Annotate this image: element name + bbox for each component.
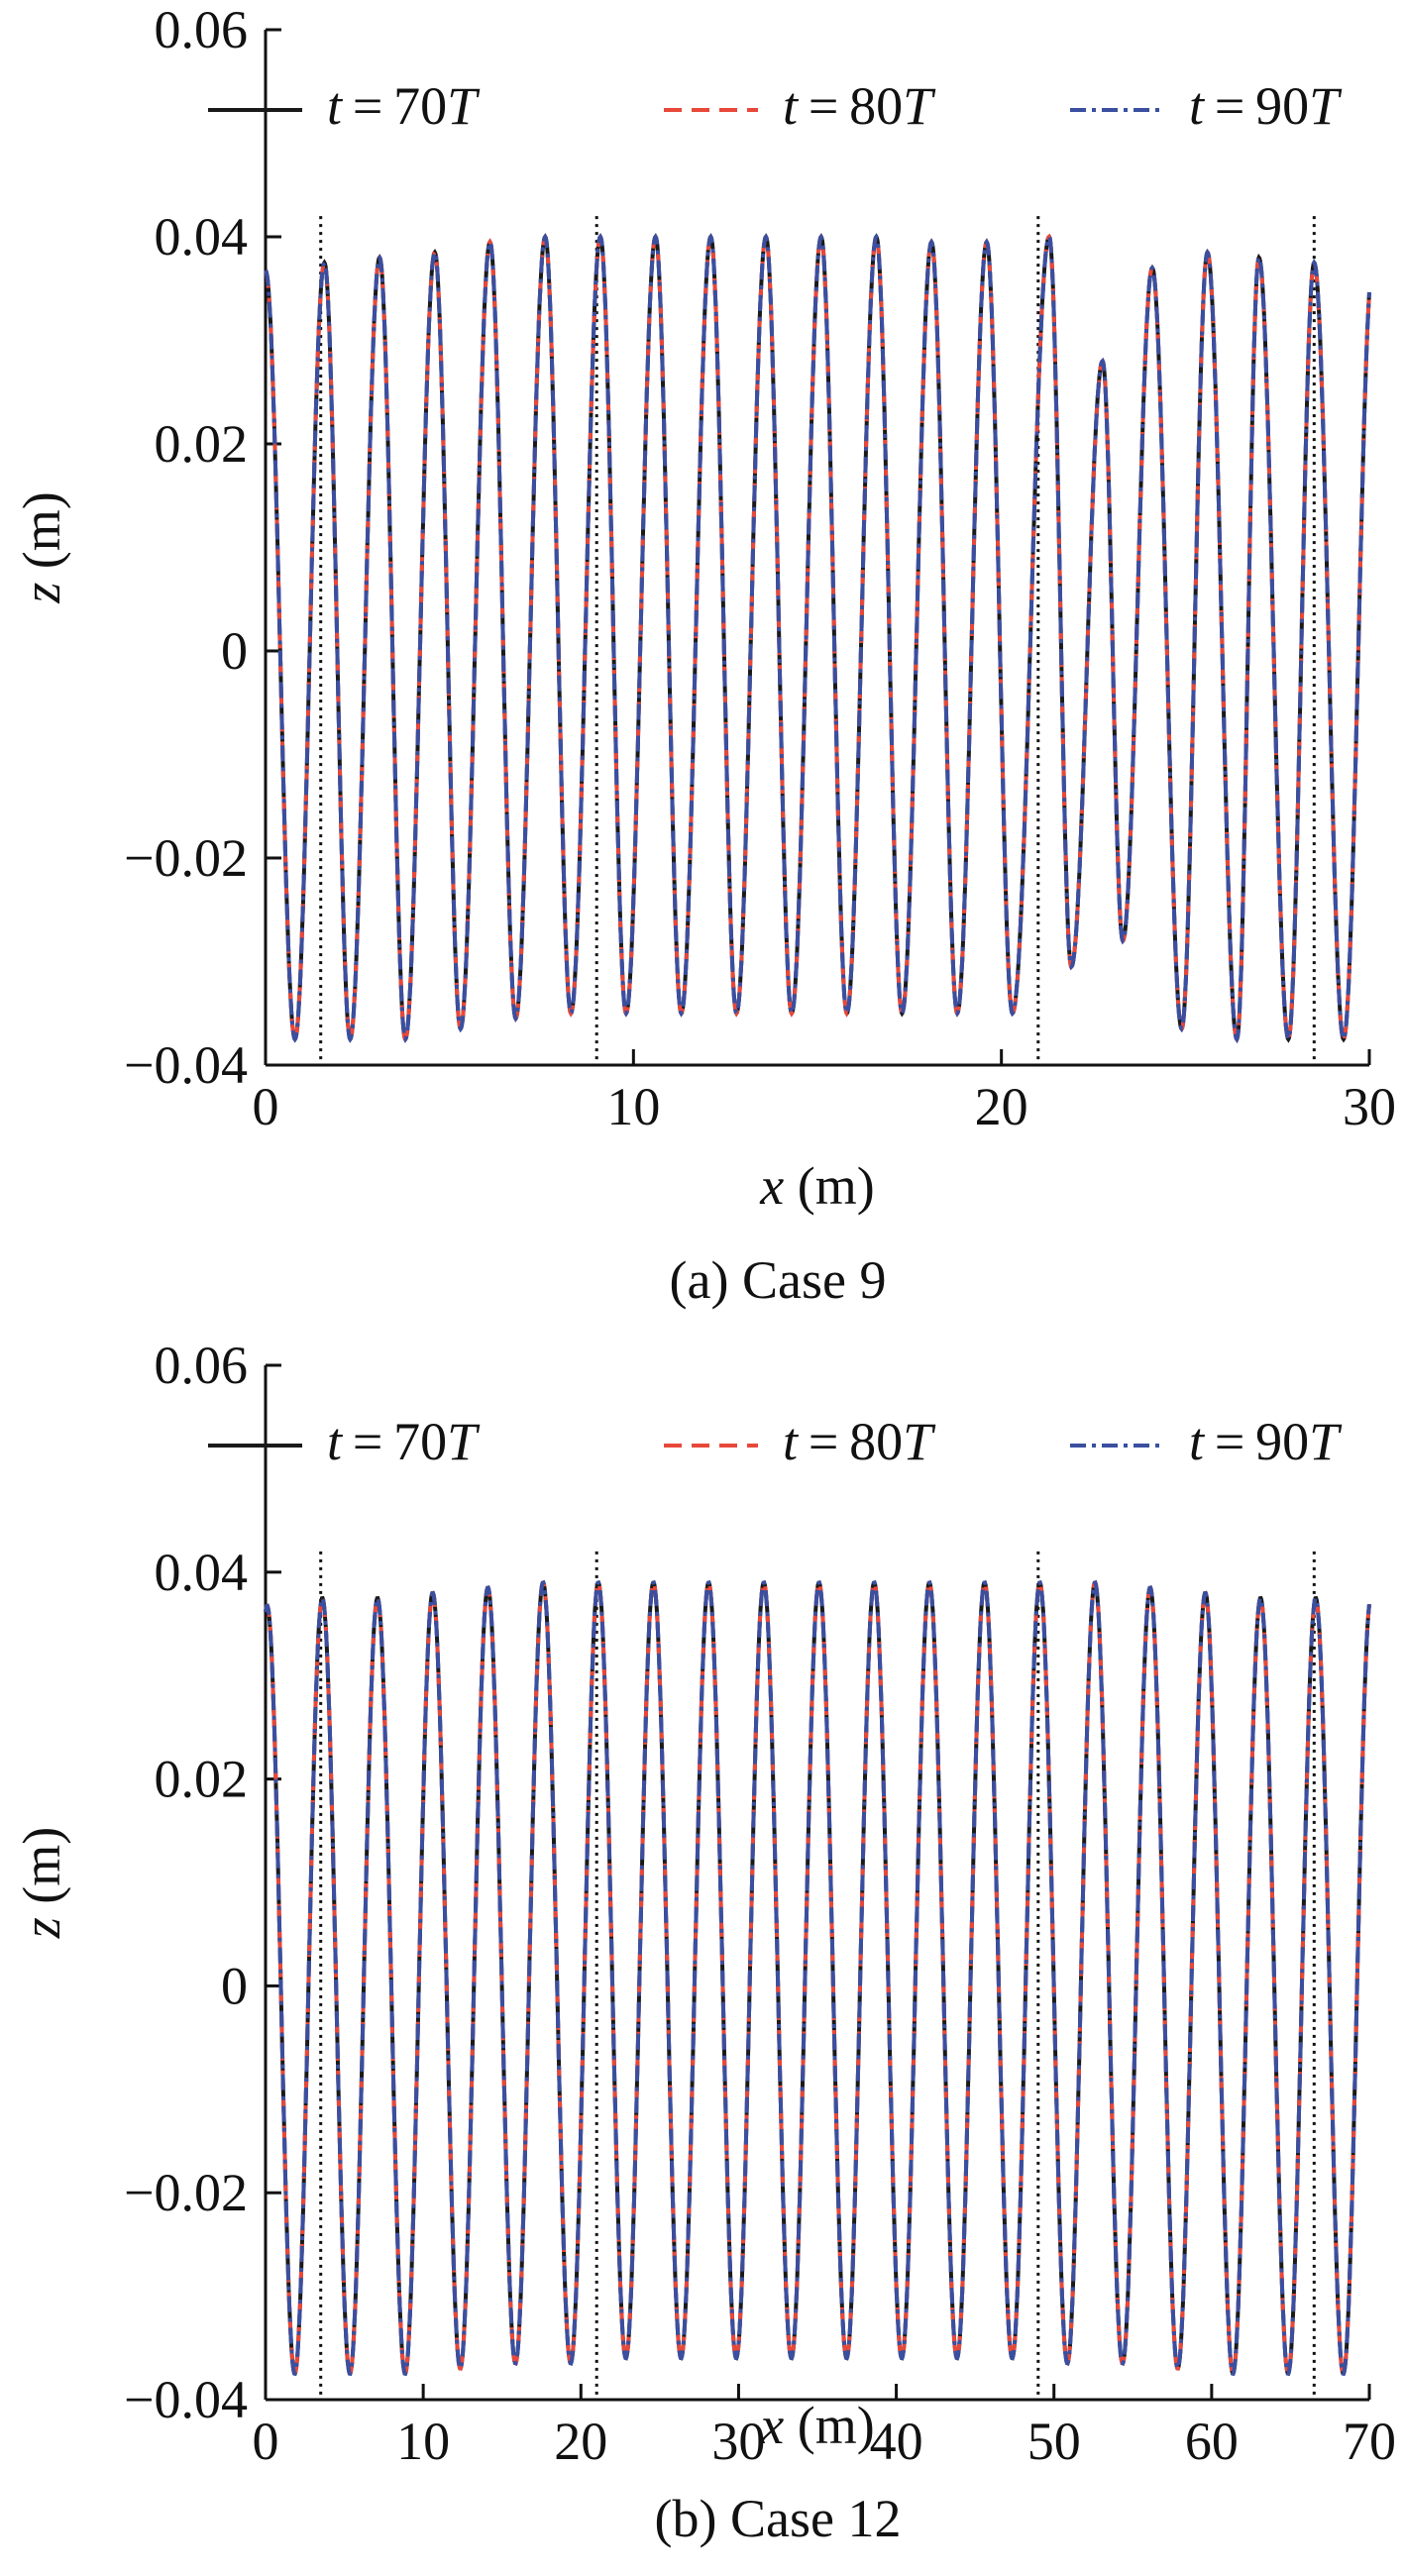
series-line-90T: [264, 233, 1371, 1044]
legend-label-num: 90: [1255, 76, 1309, 136]
legend-label-var: t: [783, 76, 800, 136]
panel-caption: (b) Case 12: [655, 2489, 902, 2548]
legend-label-var: t: [327, 76, 344, 136]
x-tick-label: 0: [253, 2412, 279, 2471]
x-axis-label-unit: (m): [784, 2396, 874, 2455]
legend-label-unit: T: [447, 76, 481, 136]
x-axis-label: x (m): [759, 2396, 874, 2455]
y-tick-label: −0.02: [124, 828, 248, 888]
legend-label-num: 80: [849, 76, 903, 136]
series-line-70T: [264, 233, 1371, 1044]
legend-label-var: t: [1189, 76, 1206, 136]
legend-label-eq: =: [1204, 1412, 1255, 1471]
y-axis-label-unit: (m): [12, 1827, 71, 1917]
series-line-70T: [264, 1579, 1371, 2376]
legend-label-unit: T: [903, 1412, 936, 1471]
legend-label: t = 80T: [783, 76, 936, 136]
x-axis-label-var: x: [759, 1156, 784, 1216]
chart-panel-case-12: −0.04 −0.02 0 0.02 0.04 0.06 0 10 20 30 40 50 60 70 x …: [12, 1336, 1396, 2548]
series-line-90T: [264, 1579, 1371, 2376]
legend-label-num: 70: [393, 76, 447, 136]
legend-label: t = 70T: [327, 1412, 481, 1471]
legend-label-unit: T: [447, 1412, 481, 1471]
x-tick-label: 60: [1185, 2412, 1239, 2471]
y-tick-label: 0.04: [155, 1543, 249, 1602]
legend-label-var: t: [783, 1412, 800, 1471]
x-tick-label: 10: [606, 1077, 660, 1136]
y-axis-label-var: z: [12, 583, 71, 604]
legend-label: t = 70T: [327, 76, 481, 136]
x-tick-label: 0: [253, 1077, 279, 1136]
y-axis-label-unit: (m): [12, 491, 71, 582]
series-line-80T: [264, 1579, 1371, 2376]
y-tick-label: 0.04: [155, 207, 249, 267]
y-tick-label: 0.06: [155, 0, 249, 59]
legend-label-eq: =: [342, 76, 393, 136]
y-tick-label: −0.02: [124, 2163, 248, 2222]
y-axis-label-var: z: [12, 1917, 71, 1939]
y-tick-label: 0.02: [155, 414, 249, 474]
legend-label-eq: =: [342, 1412, 393, 1471]
x-tick-label: 30: [711, 2412, 765, 2471]
x-axis-label-unit: (m): [784, 1156, 874, 1216]
legend-label: t = 90T: [1189, 1412, 1343, 1471]
legend-label-num: 70: [393, 1412, 447, 1471]
y-tick-label: 0.06: [155, 1336, 249, 1395]
legend-label: t = 90T: [1189, 76, 1343, 136]
series-line-80T: [264, 233, 1371, 1044]
panel-caption: (a) Case 9: [670, 1250, 887, 1310]
x-tick-label: 70: [1343, 2412, 1396, 2471]
legend-label-eq: =: [1204, 76, 1255, 136]
legend-label-unit: T: [1309, 1412, 1343, 1471]
x-axis-label: x (m): [759, 1156, 874, 1216]
x-tick-label: 20: [975, 1077, 1028, 1136]
x-tick-label: 20: [554, 2412, 607, 2471]
legend-label: t = 80T: [783, 1412, 936, 1471]
legend-label-num: 90: [1255, 1412, 1309, 1471]
legend-label-eq: =: [798, 76, 849, 136]
x-tick-label: 10: [396, 2412, 450, 2471]
y-tick-label: 0.02: [155, 1750, 249, 1809]
y-tick-label: −0.04: [124, 2370, 248, 2429]
legend-label-eq: =: [798, 1412, 849, 1471]
y-tick-label: −0.04: [124, 1035, 248, 1095]
legend-label-unit: T: [903, 76, 936, 136]
legend-label-var: t: [1189, 1412, 1206, 1471]
y-tick-label: 0: [221, 621, 248, 681]
x-tick-label: 50: [1027, 2412, 1081, 2471]
legend-label-var: t: [327, 1412, 344, 1471]
y-axis-label: z (m): [12, 491, 71, 603]
x-tick-label: 30: [1343, 1077, 1396, 1136]
y-axis-label: z (m): [12, 1827, 71, 1939]
y-tick-label: 0: [221, 1956, 248, 2015]
legend-label-num: 80: [849, 1412, 903, 1471]
legend-label-unit: T: [1309, 76, 1343, 136]
x-tick-label: 40: [870, 2412, 923, 2471]
x-axis-label-var: x: [759, 2396, 784, 2455]
